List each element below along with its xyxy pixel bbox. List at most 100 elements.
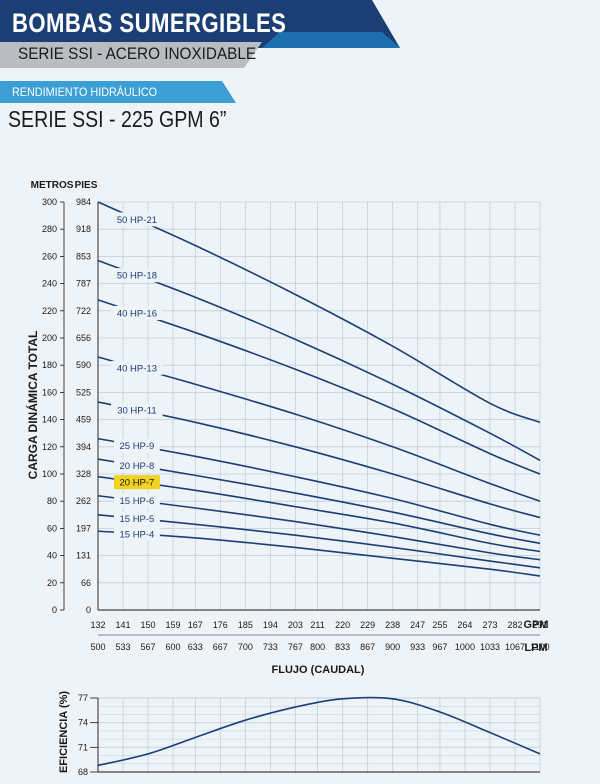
curve-15-hp-5 bbox=[97, 514, 541, 569]
efficiency-chart: 68 71 74 77 EFICIENCIA (%) bbox=[58, 691, 541, 777]
x-tick-lpm: 500 bbox=[90, 642, 105, 652]
series-label-40-hp-16: 40 HP-16 bbox=[117, 308, 157, 319]
y-tick-pies: 787 bbox=[76, 279, 91, 289]
x-tick-gpm: 229 bbox=[360, 620, 375, 630]
x-tick-gpm: 255 bbox=[432, 620, 447, 630]
series-label-15-hp-4: 15 HP-4 bbox=[119, 529, 154, 540]
x-tick-lpm: 933 bbox=[410, 642, 425, 652]
efficiency-y-tick: 74 bbox=[78, 718, 88, 728]
page-title: BOMBAS SUMERGIBLES bbox=[12, 8, 287, 38]
series-label-25-hp-9: 25 HP-9 bbox=[119, 441, 154, 452]
x-tick-lpm: 800 bbox=[310, 642, 325, 652]
curve-30-hp-11 bbox=[97, 401, 541, 519]
x-tick-lpm: 700 bbox=[238, 642, 253, 652]
series-label-20-hp-8: 20 HP-8 bbox=[119, 461, 154, 472]
x-tick-gpm: 238 bbox=[385, 620, 400, 630]
y-tick-metros: 80 bbox=[47, 496, 57, 506]
x-tick-lpm: 567 bbox=[141, 642, 156, 652]
efficiency-y-tick: 77 bbox=[78, 693, 88, 703]
y-tick-metros: 160 bbox=[42, 387, 57, 397]
y-tick-metros: 180 bbox=[42, 360, 57, 370]
series-label-bg bbox=[113, 526, 160, 541]
y-tick-pies: 262 bbox=[76, 496, 91, 506]
section-label: RENDIMIENTO HIDRÁULICO bbox=[12, 85, 158, 99]
series-labels: 50 HP-21 50 HP-18 40 HP-16 40 HP-13 30 HP-11… bbox=[111, 212, 163, 541]
x-tick-gpm: 167 bbox=[188, 620, 203, 630]
header-banner bbox=[0, 0, 400, 68]
x-tick-gpm: 194 bbox=[263, 620, 278, 630]
x-tick-gpm: 282 bbox=[507, 620, 522, 630]
y-tick-pies: 459 bbox=[76, 415, 91, 425]
x-tick-gpm: 141 bbox=[116, 620, 131, 630]
efficiency-series bbox=[97, 696, 541, 767]
y-unit-pies: PIES bbox=[75, 180, 98, 191]
series-label-bg bbox=[113, 475, 160, 490]
y-tick-pies: 131 bbox=[76, 551, 91, 561]
y-tick-pies: 590 bbox=[76, 360, 91, 370]
axes bbox=[60, 201, 540, 636]
y-tick-metros: 220 bbox=[42, 306, 57, 316]
curve-50-hp-18 bbox=[97, 259, 541, 462]
x-tick-lpm: 867 bbox=[360, 642, 375, 652]
x-tick-gpm: 132 bbox=[90, 620, 105, 630]
y-tick-metros: 300 bbox=[42, 197, 57, 207]
y-tick-metros: 140 bbox=[42, 415, 57, 425]
efficiency-plot-area bbox=[98, 698, 540, 772]
head-flow-chart: 1325001415331505671596001676331766671857… bbox=[25, 180, 550, 676]
y-tick-metros: 20 bbox=[47, 578, 57, 588]
y-tick-pies: 66 bbox=[81, 578, 91, 588]
x-tick-lpm: 633 bbox=[188, 642, 203, 652]
x-unit-gpm: GPM bbox=[523, 619, 548, 631]
y-tick-metros: 40 bbox=[47, 551, 57, 561]
series-label-30-hp-11: 30 HP-11 bbox=[117, 406, 156, 417]
x-axis-title: FLUJO (CAUDAL) bbox=[272, 664, 365, 676]
x-tick-gpm: 247 bbox=[410, 620, 425, 630]
grid bbox=[97, 201, 541, 611]
y-tick-metros: 100 bbox=[42, 469, 57, 479]
y-tick-metros: 120 bbox=[42, 442, 57, 452]
series-label-bg bbox=[111, 305, 163, 320]
x-tick-lpm: 533 bbox=[116, 642, 131, 652]
series-title: SERIE SSI - 225 GPM 6” bbox=[8, 106, 227, 132]
y-tick-pies: 525 bbox=[76, 387, 91, 397]
efficiency-y-tick: 68 bbox=[78, 767, 88, 777]
x-tick-lpm: 1000 bbox=[455, 642, 475, 652]
x-tick-gpm: 159 bbox=[166, 620, 181, 630]
section-label-banner bbox=[0, 81, 236, 103]
series-label-bg bbox=[113, 493, 160, 508]
x-tick-gpm: 150 bbox=[141, 620, 156, 630]
efficiency-axis-title: EFICIENCIA (%) bbox=[58, 691, 70, 773]
efficiency-y-tick: 71 bbox=[78, 742, 88, 752]
y-tick-pies: 0 bbox=[86, 605, 91, 615]
series-label-bg bbox=[111, 360, 163, 375]
curve-15-hp-4 bbox=[97, 530, 541, 577]
x-tick-lpm: 667 bbox=[213, 642, 228, 652]
curve-40-hp-16 bbox=[97, 299, 541, 475]
subtitle-banner bbox=[0, 42, 262, 68]
y-tick-pies: 394 bbox=[76, 442, 91, 452]
y-axis-title: CARGA DINÁMICA TOTAL bbox=[25, 331, 40, 480]
x-tick-lpm: 1100 bbox=[530, 642, 549, 652]
series-label-bg bbox=[111, 268, 163, 283]
x-tick-lpm: 1033 bbox=[480, 642, 500, 652]
x-tick-lpm: 600 bbox=[166, 642, 181, 652]
series-label-bg bbox=[111, 403, 163, 418]
y-tick-pies: 656 bbox=[76, 333, 91, 343]
x-tick-gpm: 185 bbox=[238, 620, 253, 630]
x-tick-gpm: 203 bbox=[288, 620, 303, 630]
series-label-bg bbox=[113, 511, 160, 526]
x-tick-gpm: 264 bbox=[457, 620, 472, 630]
series bbox=[97, 201, 541, 577]
x-tick-gpm: 291 bbox=[532, 620, 547, 630]
x-tick-gpm: 211 bbox=[310, 620, 324, 630]
y-tick-metros: 260 bbox=[42, 251, 57, 261]
tick-labels: 1325001415331505671596001676331766671857… bbox=[42, 197, 550, 652]
y-tick-metros: 280 bbox=[42, 224, 57, 234]
efficiency-tick-labels: 68 71 74 77 bbox=[78, 693, 98, 777]
y-tick-metros: 200 bbox=[42, 333, 57, 343]
x-tick-lpm: 733 bbox=[263, 642, 278, 652]
title-banner-accent bbox=[262, 32, 400, 48]
curve-40-hp-13 bbox=[97, 356, 541, 502]
curve-20-hp-7 bbox=[97, 475, 541, 553]
curve-20-hp-8 bbox=[97, 458, 541, 545]
